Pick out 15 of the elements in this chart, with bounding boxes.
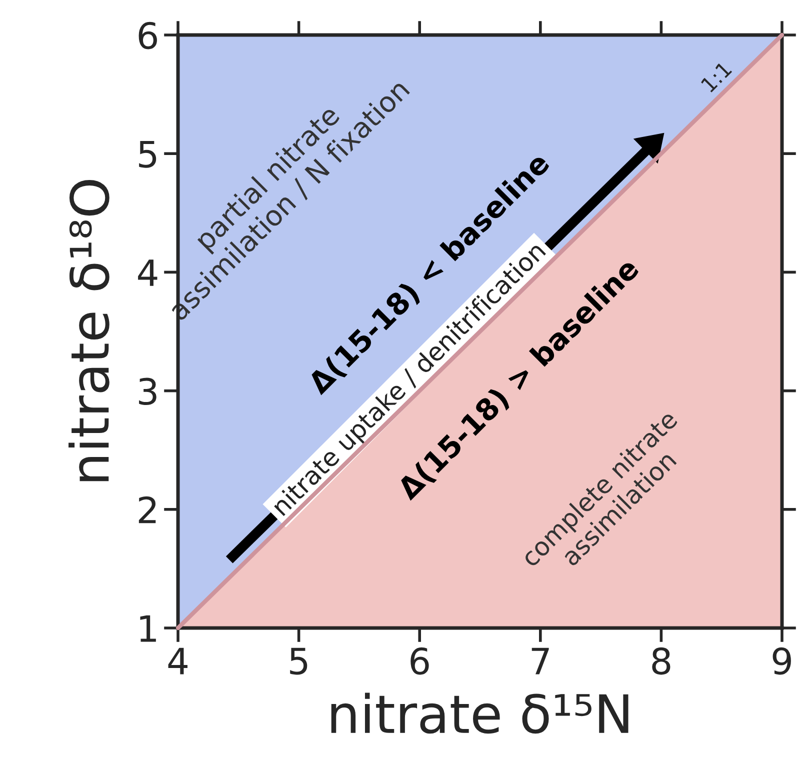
y-axis-title: nitrate δ¹⁸O <box>68 180 110 482</box>
y-tick-label: 4 <box>138 260 158 286</box>
y-tick-label: 1 <box>140 615 156 642</box>
x-tick-label: 4 <box>168 648 188 674</box>
x-tick-label: 5 <box>290 648 308 675</box>
x-tick-label: 9 <box>772 647 791 675</box>
y-tick-label: 6 <box>138 22 157 50</box>
y-tick-label: 5 <box>139 140 156 168</box>
x-tick-label: 7 <box>532 648 549 674</box>
x-tick-label: 6 <box>410 647 429 675</box>
y-tick-label: 2 <box>138 496 156 524</box>
text: 1:1 <box>700 61 732 93</box>
x-tick-label: 8 <box>652 647 670 675</box>
x-axis-title: nitrate δ¹⁵N <box>331 692 628 734</box>
y-tick-label: 3 <box>139 378 156 406</box>
